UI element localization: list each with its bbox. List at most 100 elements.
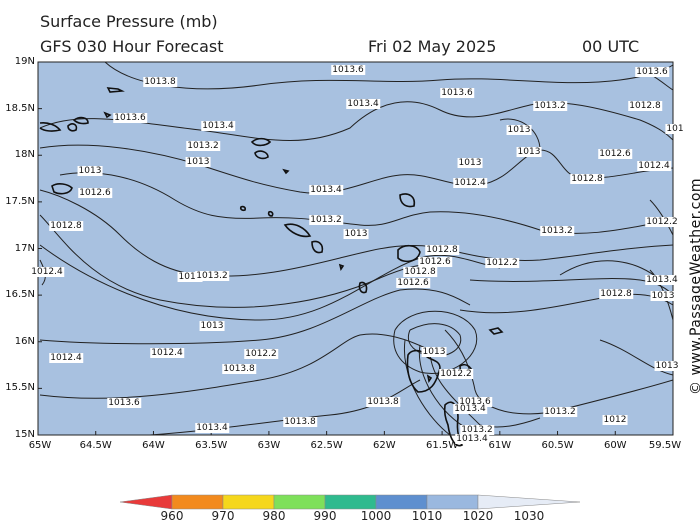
isobar-label: 1012.8 <box>599 289 633 299</box>
longitude-label: 61.5W <box>426 440 459 451</box>
isobar-label: 1013.4 <box>201 121 235 131</box>
isobar-label: 1012.4 <box>453 178 487 188</box>
isobar-label: 1013 <box>516 147 542 157</box>
colorbar-label: 970 <box>211 509 235 523</box>
latitude-label: 15.5N <box>5 382 35 394</box>
longitude-label: 62W <box>373 440 396 451</box>
coast-les-saintes <box>426 374 433 384</box>
isobar-label: 1013.6 <box>113 113 147 123</box>
forecast-time: 00 UTC <box>582 37 640 56</box>
isobar-label: 1013.6 <box>331 65 365 75</box>
colorbar-segment <box>324 494 377 510</box>
colorbar-segment <box>426 494 479 510</box>
latitude-label: 16N <box>14 335 35 347</box>
isobar-label: 1012.8 <box>628 101 662 111</box>
isobar-label: 1013.2 <box>195 271 229 281</box>
colorbar-label: 1030 <box>513 509 545 523</box>
isobar-label: 1013.6 <box>458 397 492 407</box>
isobar-label: 1013 <box>177 272 203 282</box>
isobar-label: 1013.4 <box>346 99 380 109</box>
isobar-label: 1013.6 <box>635 67 669 77</box>
isobar-label: 1012.8 <box>403 267 437 277</box>
isobar-label: 1012.6 <box>598 149 632 159</box>
colorbar-segment <box>375 494 428 510</box>
forecast-date: Fri 02 May 2025 <box>368 37 497 56</box>
coast-montserrat-west <box>338 263 345 271</box>
coast-anegada <box>106 87 125 93</box>
longitude-label: 64W <box>142 440 165 451</box>
isobar-label: 1012.8 <box>49 221 83 231</box>
sea-area <box>38 62 673 435</box>
latitude-label: 17.5N <box>5 195 35 207</box>
isobar-label: 1012.8 <box>570 174 604 184</box>
isobar-label: 1012.4 <box>150 348 184 358</box>
site-credit: © www.PassageWeather.com <box>688 177 700 395</box>
isobar-label: 1013.6 <box>440 88 474 98</box>
isobar-label: 1012.4 <box>637 161 671 171</box>
colorbar-label: 960 <box>160 509 184 523</box>
longitude-label: 60W <box>603 440 627 451</box>
longitude-label: 59.5W <box>648 440 682 451</box>
latitude-label: 18N <box>14 149 35 161</box>
isobar-label: 1012.6 <box>396 278 430 288</box>
isobar-label: 1012.4 <box>49 353 83 363</box>
longitude-label: 65W <box>28 440 52 451</box>
isobar-label: 1012 <box>602 415 628 425</box>
isobar-label: 1013.2 <box>533 101 567 111</box>
coast-antigua <box>397 244 421 263</box>
longitude-label: 64.5W <box>79 440 112 451</box>
coast-la-desirade <box>488 327 504 335</box>
isobar-label: 1013.4 <box>309 185 343 195</box>
latitude-label: 16.5N <box>5 289 35 301</box>
coast-montserrat <box>358 281 368 294</box>
coast-puerto-rico-north <box>39 122 62 132</box>
isobar-label: 1012.2 <box>645 217 679 227</box>
isobar-label: 1013 <box>185 157 211 167</box>
coast-st-barth <box>282 168 290 175</box>
coast-tortola <box>72 116 89 125</box>
latitude-label: 19N <box>14 56 35 67</box>
isobar-label: 1013 <box>199 321 225 331</box>
isobar-label: 1012.8 <box>425 245 459 255</box>
isobar-label: 1012.2 <box>439 369 473 379</box>
isobar-label: 1013.8 <box>283 417 317 427</box>
colorbar-label: 1000 <box>360 509 392 523</box>
isobar-label: 1012.4 <box>30 267 64 277</box>
colorbar-label: 990 <box>313 509 337 523</box>
coast-st-martin <box>254 150 269 160</box>
latitude-label: 18.5N <box>5 102 35 114</box>
isobar-label: 1013 <box>654 361 680 371</box>
isobar-label: 1013.4 <box>645 275 679 285</box>
coast-nevis <box>311 240 324 254</box>
colorbar-label: 1010 <box>411 509 443 523</box>
coast-saba <box>239 205 246 212</box>
isobar-label: 1013.8 <box>222 364 256 374</box>
colorbar-segment <box>273 494 326 510</box>
isobar-label: 1012.2 <box>244 349 278 359</box>
longitude-label: 63.5W <box>195 440 228 451</box>
isobar-label: 1013 <box>343 229 369 239</box>
isobar-label: 1013 <box>457 158 483 168</box>
isobar-label: 1013.4 <box>195 423 229 433</box>
latitude-label: 17N <box>14 242 35 254</box>
isobar-label: 101 <box>665 124 685 134</box>
map-title: Surface Pressure (mb) <box>40 12 218 31</box>
colorbar-label: 980 <box>262 509 286 523</box>
isobar-label: 1013 <box>506 125 532 135</box>
colorbar-label: 1020 <box>462 509 494 523</box>
colorbar-segment <box>171 494 224 510</box>
longitude-label: 61W <box>488 440 512 451</box>
isobar-label: 1013.6 <box>107 398 141 408</box>
coast-anguilla <box>250 137 272 147</box>
coast-statia <box>267 210 274 217</box>
coast-st-kitts <box>283 223 312 238</box>
isobar-label: 1012.6 <box>78 188 112 198</box>
isobar-label: 1013.4 <box>453 404 487 414</box>
colorbar-low-arrow <box>119 494 173 510</box>
isobar-label: 1012.2 <box>485 258 519 268</box>
isobar-label: 1013 <box>421 347 447 357</box>
isobar-label: 1013.2 <box>540 226 574 236</box>
latitude-label: 15N <box>14 429 35 440</box>
isobar-label: 1013.2 <box>460 425 494 435</box>
